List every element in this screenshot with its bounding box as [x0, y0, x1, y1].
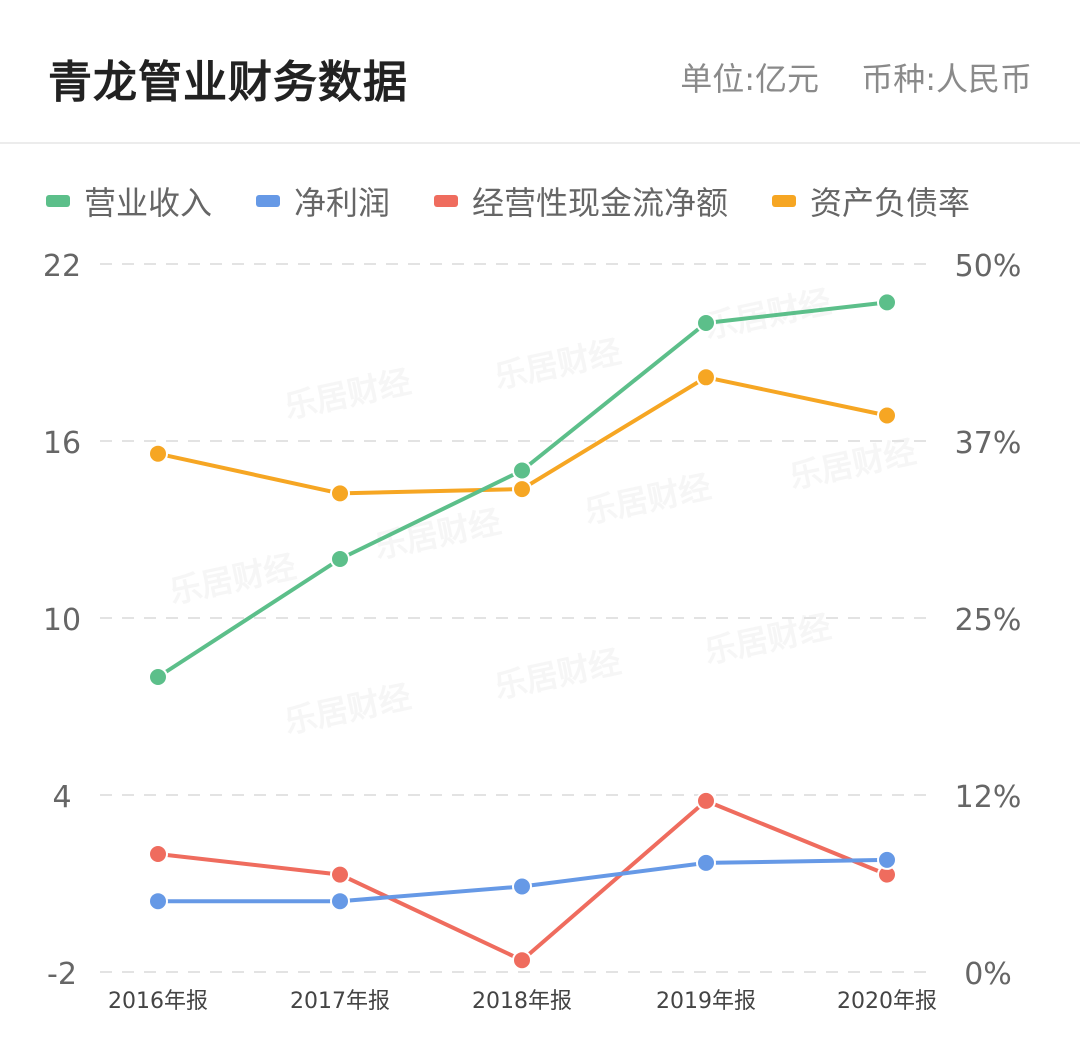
- chart-title: 青龙管业财务数据: [48, 57, 408, 108]
- x-tick-label: 2020年报: [837, 989, 937, 1014]
- data-point: [148, 844, 168, 864]
- data-point: [696, 852, 716, 873]
- legend-swatch: [46, 195, 70, 207]
- data-point: [696, 367, 716, 388]
- data-point: [330, 483, 350, 504]
- legend-swatch: [772, 195, 797, 207]
- watermark-text: 乐居财经: [281, 362, 414, 426]
- watermark-text: 乐居财经: [701, 607, 834, 671]
- data-point: [330, 891, 350, 912]
- data-point: [148, 443, 168, 464]
- data-point: [877, 405, 897, 426]
- watermark-text: 乐居财经: [581, 467, 714, 531]
- x-tick-label: 2016年报: [108, 989, 208, 1014]
- legend-item: 营业收入: [46, 178, 212, 224]
- currency-label: 币种:人民币: [861, 60, 1032, 98]
- data-point: [877, 849, 897, 870]
- y-right-tick-label: 25%: [955, 603, 1022, 638]
- y-left-tick-label: 10: [43, 603, 81, 638]
- legend-swatch: [256, 195, 281, 207]
- y-right-tick-label: 12%: [955, 780, 1022, 815]
- data-point: [330, 864, 350, 885]
- y-right-tick-label: 0%: [964, 957, 1012, 992]
- y-left-tick-label: 22: [43, 249, 81, 284]
- chart-header: 青龙管业财务数据 单位:亿元 币种:人民币: [0, 0, 1080, 144]
- y-left-tick-label: -2: [47, 957, 77, 992]
- watermark-text: 乐居财经: [281, 677, 414, 741]
- data-point: [877, 292, 897, 313]
- x-tick-label: 2019年报: [656, 989, 756, 1014]
- y-right-tick-label: 37%: [955, 426, 1022, 461]
- x-tick-label: 2017年报: [290, 989, 390, 1014]
- unit-info: 单位:亿元 币种:人民币: [680, 54, 1032, 100]
- data-point: [512, 479, 532, 500]
- x-tick-label: 2018年报: [472, 989, 572, 1014]
- data-point: [512, 876, 532, 897]
- legend-label: 经营性现金流净额: [472, 184, 729, 222]
- data-point: [148, 667, 168, 687]
- y-right-tick-label: 50%: [955, 249, 1022, 284]
- data-point: [512, 950, 532, 971]
- data-point: [330, 549, 350, 569]
- y-left-tick-label: 4: [52, 780, 71, 815]
- unit-label: 单位:亿元: [680, 60, 820, 98]
- legend-label: 净利润: [294, 184, 391, 222]
- data-point: [696, 790, 716, 811]
- watermark-text: 乐居财经: [491, 642, 624, 706]
- legend-swatch: [434, 195, 459, 207]
- data-point: [512, 460, 532, 481]
- y-left-tick-label: 16: [43, 426, 81, 461]
- legend-label: 营业收入: [84, 184, 213, 222]
- legend-item: 经营性现金流净额: [434, 178, 728, 224]
- watermark-text: 乐居财经: [491, 332, 624, 396]
- legend-item: 资产负债率: [772, 178, 970, 224]
- data-point: [148, 891, 168, 912]
- legend-label: 资产负债率: [810, 184, 971, 222]
- chart-legend: 营业收入 净利润 经营性现金流净额 资产负债率: [46, 176, 1014, 226]
- legend-item: 净利润: [256, 178, 390, 224]
- watermark-text: 乐居财经: [166, 547, 299, 611]
- data-point: [696, 313, 716, 333]
